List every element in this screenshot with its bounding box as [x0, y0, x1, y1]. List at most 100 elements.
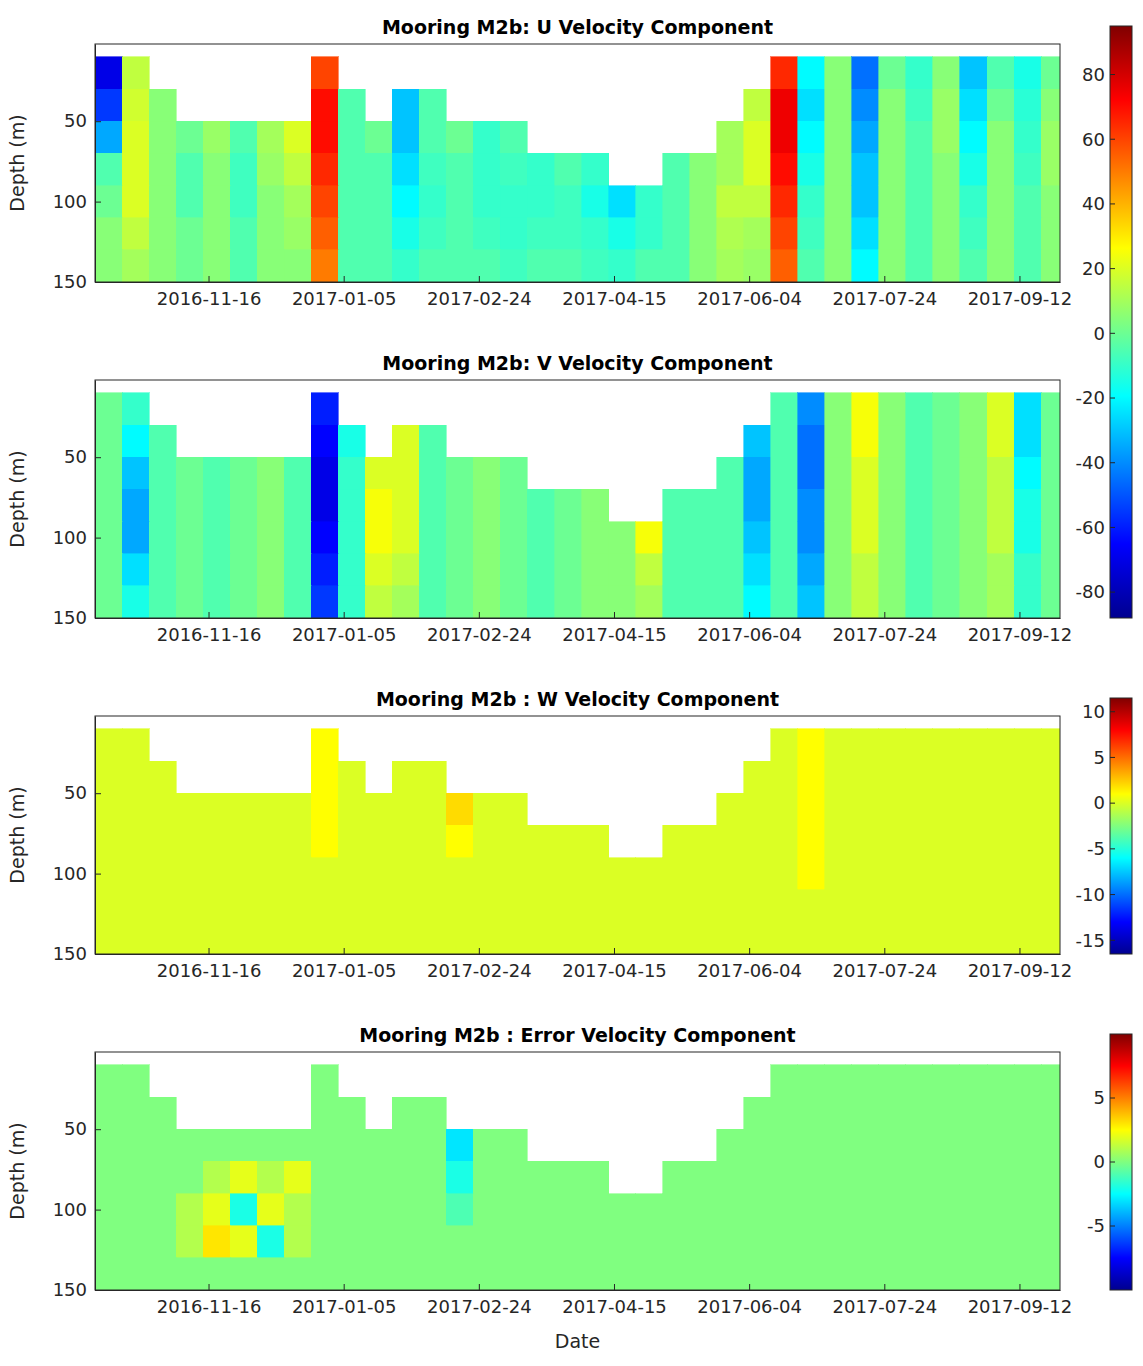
panel: 2016-11-162017-01-052017-02-242017-04-15…: [6, 352, 1072, 645]
cell: [987, 1226, 1014, 1258]
x-tick-mark: [1019, 276, 1020, 282]
cell: [717, 457, 744, 489]
cell: [636, 186, 663, 218]
cell: [987, 586, 1014, 618]
cell: [933, 121, 960, 153]
x-tick: 2017-07-24: [832, 612, 937, 645]
cell: [771, 153, 798, 185]
cell: [392, 890, 419, 922]
panel: 2016-11-162017-01-052017-02-242017-04-15…: [6, 1024, 1072, 1317]
x-tick-label: 2017-04-15: [562, 1296, 667, 1317]
cell: [257, 186, 284, 218]
cell: [1041, 890, 1060, 922]
cell: [473, 522, 500, 554]
cell: [987, 186, 1014, 218]
cell: [879, 89, 906, 121]
x-tick-label: 2017-06-04: [697, 1296, 802, 1317]
cell: [906, 393, 933, 425]
cell: [1041, 1065, 1060, 1097]
x-tick-mark: [209, 1284, 210, 1290]
cell: [176, 457, 203, 489]
cell: [311, 1226, 338, 1258]
x-tick-mark: [749, 948, 750, 954]
cell: [1014, 153, 1041, 185]
cell: [933, 393, 960, 425]
x-tick: 2017-09-12: [968, 1284, 1073, 1317]
cell: [609, 186, 636, 218]
cell: [852, 218, 879, 250]
cell: [149, 793, 176, 825]
cell: [798, 218, 825, 250]
y-tick-mark: [95, 1210, 101, 1211]
cell: [284, 793, 311, 825]
cell: [555, 1258, 582, 1290]
cell: [338, 1129, 365, 1161]
x-tick-mark: [614, 948, 615, 954]
cell: [365, 1226, 392, 1258]
y-tick: 100: [53, 1199, 101, 1220]
cell: [690, 250, 717, 282]
cell: [771, 1258, 798, 1290]
cell: [960, 218, 987, 250]
cell: [95, 922, 122, 954]
cell: [960, 922, 987, 954]
cell: [852, 522, 879, 554]
x-tick-mark: [884, 276, 885, 282]
cell: [852, 57, 879, 89]
cell: [906, 825, 933, 857]
cell: [257, 1129, 284, 1161]
cell: [879, 393, 906, 425]
cell: [500, 522, 527, 554]
cell: [1041, 554, 1060, 586]
cell: [744, 425, 771, 457]
cell: [311, 586, 338, 618]
cell: [879, 1258, 906, 1290]
cell: [663, 1226, 690, 1258]
cell: [771, 522, 798, 554]
cell: [500, 489, 527, 521]
y-tick-label: 150: [53, 271, 87, 292]
cell: [798, 89, 825, 121]
cell: [555, 1194, 582, 1226]
y-axis: 50100150: [53, 1053, 101, 1301]
cell: [825, 1226, 852, 1258]
cell: [284, 457, 311, 489]
colorbar-tick-label: 5: [1094, 1087, 1105, 1108]
cell: [95, 1258, 122, 1290]
cell: [609, 554, 636, 586]
y-tick: 150: [53, 1279, 101, 1300]
cell: [1041, 153, 1060, 185]
y-tick-label: 100: [53, 863, 87, 884]
cell: [365, 890, 392, 922]
x-tick-label: 2017-02-24: [427, 960, 532, 981]
cell: [987, 1065, 1014, 1097]
cell: [203, 121, 230, 153]
cell: [122, 761, 149, 793]
cell: [338, 1097, 365, 1129]
cell: [933, 489, 960, 521]
y-tick: 150: [53, 271, 101, 292]
cell: [527, 1161, 554, 1193]
cell: [95, 153, 122, 185]
cell: [960, 1129, 987, 1161]
cell: [284, 121, 311, 153]
x-tick: 2017-01-05: [292, 612, 397, 645]
cell: [771, 793, 798, 825]
cell: [392, 586, 419, 618]
cell: [230, 250, 257, 282]
cell: [1041, 1129, 1060, 1161]
cell: [419, 218, 446, 250]
cell: [176, 153, 203, 185]
cell: [500, 153, 527, 185]
cell: [663, 586, 690, 618]
cell: [311, 186, 338, 218]
cell: [230, 793, 257, 825]
cell: [446, 522, 473, 554]
cell: [122, 858, 149, 890]
plot-background: [95, 44, 1060, 282]
cell: [906, 57, 933, 89]
x-tick-label: 2017-09-12: [968, 624, 1073, 645]
cell: [284, 922, 311, 954]
cell: [473, 858, 500, 890]
y-tick: 150: [53, 607, 101, 628]
